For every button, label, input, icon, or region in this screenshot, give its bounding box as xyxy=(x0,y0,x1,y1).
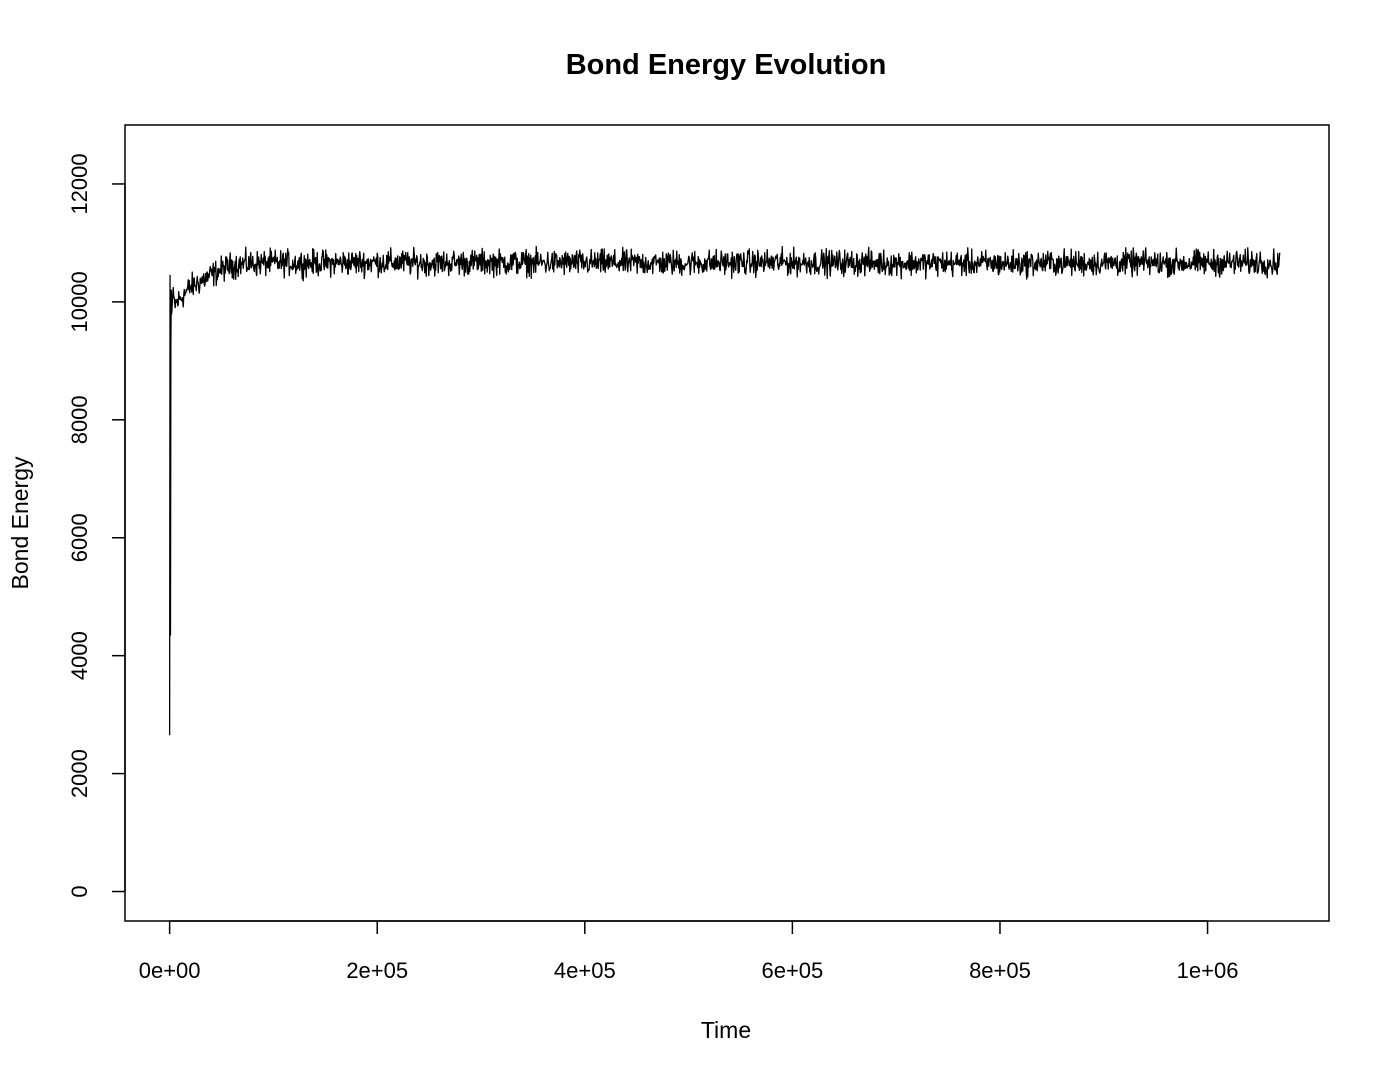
y-tick-label: 10000 xyxy=(67,271,92,332)
y-tick-label: 12000 xyxy=(67,153,92,214)
y-axis: 0 2000 4000 6000 8000 10000 12000 xyxy=(67,153,126,898)
y-tick-label: 4000 xyxy=(67,631,92,680)
x-axis: 0e+00 2e+05 4e+05 6e+05 8e+05 1e+06 xyxy=(139,920,1239,983)
x-tick-label: 6e+05 xyxy=(761,958,823,983)
y-tick-label: 8000 xyxy=(67,395,92,444)
x-axis-label: Time xyxy=(701,1017,751,1043)
y-tick-label: 0 xyxy=(67,885,92,897)
chart-title: Bond Energy Evolution xyxy=(566,49,887,81)
plot-frame xyxy=(124,124,1330,922)
x-tick-label: 8e+05 xyxy=(969,958,1031,983)
y-tick-label: 6000 xyxy=(67,513,92,562)
x-tick-label: 0e+00 xyxy=(139,958,201,983)
x-tick-label: 4e+05 xyxy=(554,958,616,983)
series-layer xyxy=(168,245,1281,736)
y-axis-label: Bond Energy xyxy=(7,456,33,589)
x-tick-label: 1e+06 xyxy=(1177,958,1239,983)
x-tick-label: 2e+05 xyxy=(346,958,408,983)
y-tick-label: 2000 xyxy=(67,749,92,798)
series-line xyxy=(168,245,1281,736)
